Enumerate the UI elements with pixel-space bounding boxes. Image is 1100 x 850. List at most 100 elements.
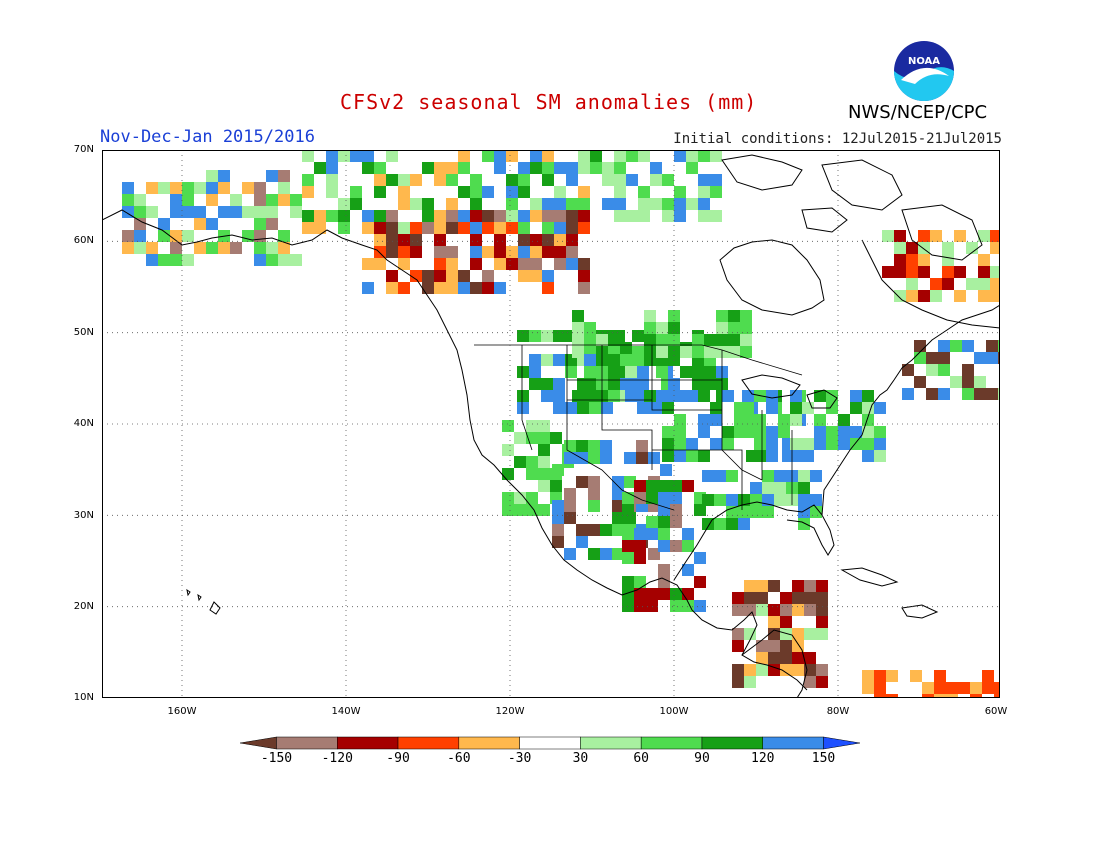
anomaly-cell — [648, 548, 660, 560]
anomaly-cell — [530, 234, 542, 246]
anomaly-cell — [254, 254, 266, 266]
anomaly-cell — [458, 270, 470, 282]
anomaly-cell — [362, 210, 374, 222]
anomaly-cell — [502, 444, 514, 456]
anomaly-cell — [614, 174, 626, 186]
anomaly-cell — [601, 402, 613, 414]
anomaly-cell — [624, 452, 636, 464]
anomaly-cell — [170, 254, 182, 266]
anomaly-cell — [470, 186, 482, 198]
anomaly-cell — [756, 664, 768, 676]
anomaly-cell — [302, 150, 314, 162]
anomaly-cell — [954, 266, 966, 278]
colorbar-segment — [276, 736, 338, 750]
anomaly-cell — [798, 482, 810, 494]
anomaly-cell — [918, 254, 930, 266]
anomaly-cell — [182, 206, 194, 218]
anomaly-cell — [266, 170, 278, 182]
anomaly-cell — [650, 174, 662, 186]
anomaly-cell — [542, 174, 554, 186]
initial-conditions: Initial conditions: 12Jul2015-21Jul2015 — [673, 131, 1002, 147]
anomaly-cell — [906, 266, 918, 278]
anomaly-cell — [608, 366, 620, 378]
anomaly-cell — [470, 198, 482, 210]
anomaly-cell — [554, 234, 566, 246]
anomaly-cell — [670, 600, 682, 612]
anomaly-cell — [588, 440, 600, 452]
anomaly-cell — [738, 494, 750, 506]
anomaly-cell — [502, 504, 514, 516]
anomaly-cell — [710, 402, 722, 414]
anomaly-cell — [918, 230, 930, 242]
anomaly-cell — [740, 322, 752, 334]
anomaly-cell — [362, 150, 374, 162]
anomaly-cell — [906, 242, 918, 254]
anomaly-cell — [588, 488, 600, 500]
anomaly-cell — [650, 162, 662, 174]
anomaly-cell — [572, 310, 584, 322]
anomaly-cell — [518, 246, 530, 258]
anomaly-cell — [314, 162, 326, 174]
anomaly-cell — [552, 500, 564, 512]
anomaly-cell — [518, 270, 530, 282]
anomaly-cell — [792, 604, 804, 616]
anomaly-cell — [692, 366, 704, 378]
anomaly-cell — [966, 242, 978, 254]
anomaly-cell — [662, 438, 674, 450]
anomaly-cell — [494, 222, 506, 234]
anomaly-cell — [634, 540, 646, 552]
anomaly-cell — [906, 290, 918, 302]
anomaly-cell — [686, 390, 698, 402]
anomaly-cell — [670, 504, 682, 516]
anomaly-cell — [578, 186, 590, 198]
anomaly-cell — [122, 230, 134, 242]
anomaly-cell — [906, 278, 918, 290]
anomaly-cell — [634, 528, 646, 540]
anomaly-cell — [134, 230, 146, 242]
colorbar-segment — [397, 736, 460, 750]
anomaly-cell — [804, 604, 816, 616]
anomaly-cell — [637, 402, 649, 414]
anomaly-cell — [756, 580, 768, 592]
anomaly-cell — [529, 354, 541, 366]
anomaly-cell — [482, 186, 494, 198]
anomaly-cell — [634, 600, 646, 612]
anomaly-cell — [636, 452, 648, 464]
anomaly-cell — [946, 694, 958, 698]
anomaly-cell — [386, 234, 398, 246]
anomaly-cell — [530, 162, 542, 174]
anomaly-cell — [816, 664, 828, 676]
anomaly-cell — [302, 210, 314, 222]
anomaly-cell — [612, 476, 624, 488]
anomaly-cell — [662, 450, 674, 462]
anomaly-cell — [682, 564, 694, 576]
anomaly-cell — [750, 506, 762, 518]
anomaly-cell — [780, 664, 792, 676]
anomaly-cell — [434, 162, 446, 174]
lat-label-10n: 10N — [73, 692, 94, 703]
anomaly-cell — [542, 282, 554, 294]
anomaly-cell — [446, 210, 458, 222]
anomaly-cell — [790, 390, 802, 402]
anomaly-cell — [518, 210, 530, 222]
anomaly-cell — [566, 162, 578, 174]
anomaly-cell — [612, 512, 624, 524]
anomaly-cell — [350, 186, 362, 198]
anomaly-cell — [194, 182, 206, 194]
anomaly-cell — [950, 340, 962, 352]
anomaly-cell — [894, 254, 906, 266]
anomaly-cell — [742, 402, 754, 414]
anomaly-cell — [938, 352, 950, 364]
anomaly-cell — [698, 390, 710, 402]
anomaly-cell — [554, 198, 566, 210]
anomaly-cell — [780, 640, 792, 652]
anomaly-cell — [756, 604, 768, 616]
anomaly-cell — [862, 402, 874, 414]
anomaly-cell — [410, 246, 422, 258]
anomaly-cell — [728, 346, 740, 358]
anomaly-cell — [206, 218, 218, 230]
anomaly-cell — [726, 470, 738, 482]
anomaly-cell — [656, 334, 668, 346]
anomaly-cell — [962, 388, 974, 400]
colorbar-tick-label: -120 — [321, 751, 353, 766]
